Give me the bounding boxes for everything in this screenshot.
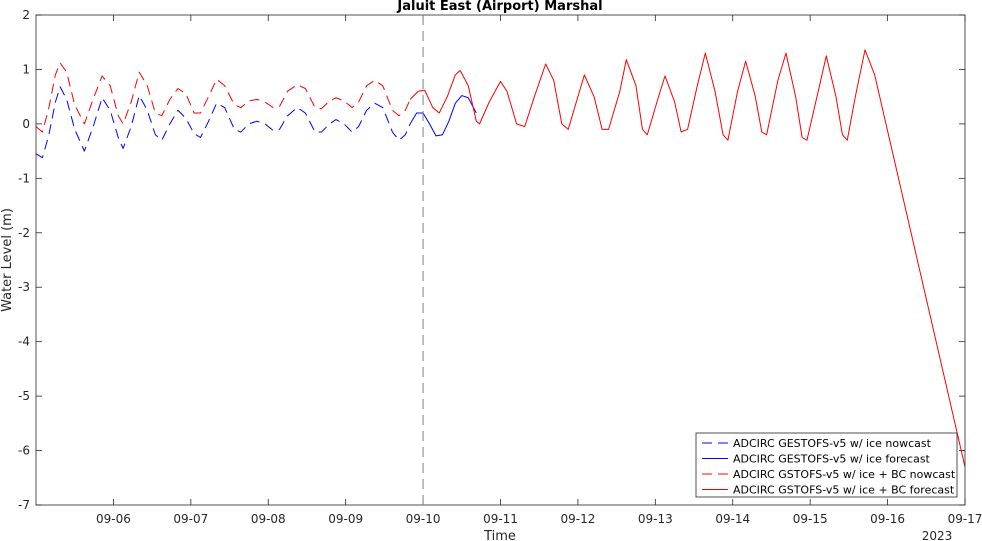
x-axis-ticks: 09-06 09-07 09-08 09-09 09-10 09-11 09-12 09-13… <box>96 15 982 526</box>
series-gestofs-forecast <box>409 95 477 137</box>
legend-entry-label: ADCIRC GESTOFS-v5 w/ ice nowcast <box>733 437 932 450</box>
legend-entry-label: ADCIRC GSTOFS-v5 w/ ice + BC forecast <box>733 484 955 497</box>
chart-title: Jaluit East (Airport) Marshal <box>396 0 602 14</box>
series-gstofs-nowcast <box>35 62 411 133</box>
series-gstofs-forecast <box>409 49 966 468</box>
x-tick-label: 09-14 <box>715 512 750 526</box>
y-tick-label: -3 <box>18 280 30 294</box>
legend-entry-label: ADCIRC GSTOFS-v5 w/ ice + BC nowcast <box>733 468 956 481</box>
series-layer <box>35 49 966 468</box>
legend-entry-label: ADCIRC GESTOFS-v5 w/ ice forecast <box>733 453 931 466</box>
x-tick-label: 09-08 <box>251 512 286 526</box>
y-tick-label: -4 <box>18 335 30 349</box>
x-axis-label: Time <box>483 529 516 541</box>
x-tick-label: 09-17 <box>948 512 982 526</box>
legend-box <box>695 432 958 498</box>
series-gestofs-nowcast <box>35 86 411 159</box>
y-tick-label: -6 <box>18 444 30 458</box>
plot-area <box>36 15 965 505</box>
y-tick-label: -2 <box>18 226 30 240</box>
x-tick-label: 09-13 <box>638 512 673 526</box>
x-tick-label: 09-15 <box>793 512 828 526</box>
y-tick-label: -1 <box>18 171 30 185</box>
y-tick-label: 2 <box>22 8 30 22</box>
y-tick-label: 1 <box>22 62 30 76</box>
y-axis-label: Water Level (m) <box>0 208 15 312</box>
x-tick-label: 09-09 <box>328 512 363 526</box>
y-tick-label: -7 <box>18 498 30 512</box>
x-tick-label: 09-11 <box>483 512 518 526</box>
x-tick-label: 09-12 <box>560 512 595 526</box>
x-tick-label: 09-07 <box>173 512 208 526</box>
x-tick-label: 09-10 <box>406 512 441 526</box>
x-tick-label: 09-06 <box>96 512 131 526</box>
x-tick-label: 09-16 <box>870 512 905 526</box>
legend: ADCIRC GESTOFS-v5 w/ ice nowcast ADCIRC G… <box>695 432 958 498</box>
y-tick-label: -5 <box>18 389 30 403</box>
x-axis-year-label: 2023 <box>922 529 953 541</box>
y-tick-label: 0 <box>22 117 30 131</box>
y-axis-ticks: -7 -6 -5 -4 -3 -2 -1 0 1 2 <box>18 8 965 512</box>
